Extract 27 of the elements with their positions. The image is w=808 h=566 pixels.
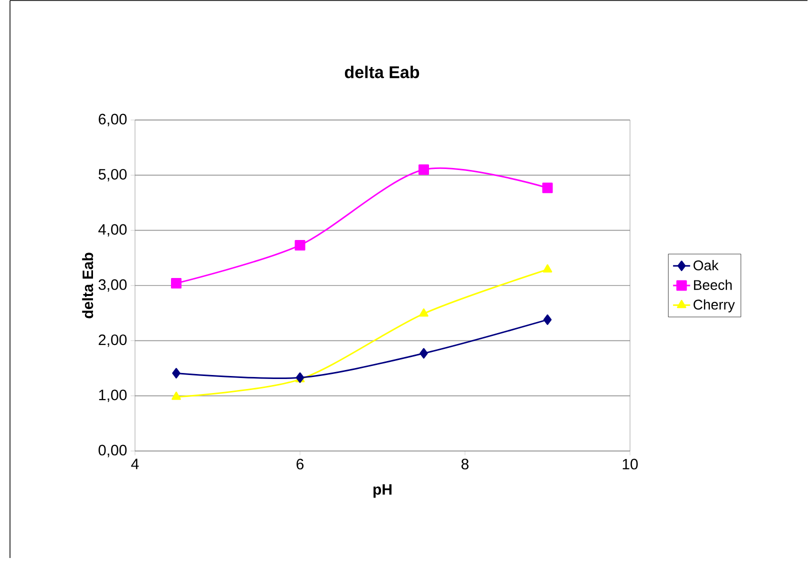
- y-tick-label: 6,00: [98, 114, 127, 126]
- legend-label: Oak: [694, 260, 719, 270]
- x-tick-label: 4: [131, 458, 139, 470]
- point: [543, 314, 552, 325]
- y-tick-label: 3,00: [98, 279, 127, 292]
- legend-label: Beech: [694, 280, 732, 290]
- point: [171, 278, 182, 289]
- point: [542, 264, 552, 272]
- y-tick-label: 4,00: [98, 224, 127, 237]
- y-tick-label: 2,00: [98, 334, 127, 347]
- point: [172, 368, 180, 378]
- point: [418, 164, 430, 175]
- y-tick-label: 1,00: [99, 390, 127, 402]
- y-axis-title: delta Eab: [82, 252, 94, 318]
- point: [542, 182, 553, 194]
- point: [294, 240, 306, 250]
- y-tick-label: 5,00: [98, 168, 127, 182]
- point: [172, 392, 181, 400]
- legend-label: Cherry: [694, 299, 735, 312]
- y-tick-label: 0,00: [98, 444, 127, 458]
- point: [419, 308, 428, 317]
- x-tick-label: 6: [296, 458, 304, 470]
- x-tick-label: 10: [622, 458, 638, 470]
- x-axis-title: pH: [373, 484, 392, 498]
- x-tick-label: 8: [461, 458, 469, 470]
- chart-title: delta Eab: [344, 66, 420, 78]
- point: [420, 348, 428, 359]
